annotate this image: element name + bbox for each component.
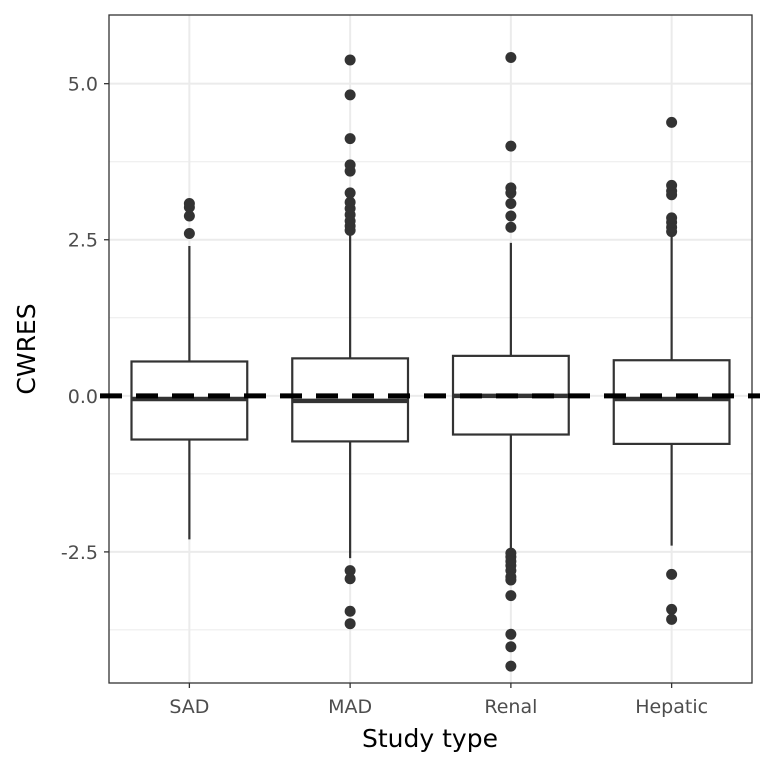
boxplot-group (130, 51, 731, 672)
outlier-point (344, 618, 356, 630)
y-tick-label: -2.5 (61, 542, 98, 564)
plot-panel (109, 15, 752, 683)
outlier-point (666, 603, 678, 615)
outlier-point (344, 196, 356, 208)
x-axis-ticks: SAD MAD Renal Hepatic (169, 683, 708, 718)
x-tick-label: Renal (484, 696, 537, 718)
outlier-point (344, 573, 356, 585)
box-mad (291, 54, 410, 630)
outlier-point (344, 565, 356, 577)
outlier-point (344, 605, 356, 617)
outlier-point (505, 198, 517, 210)
y-tick-label: 5.0 (68, 74, 98, 96)
box-iqr (612, 359, 731, 445)
outlier-point (666, 212, 678, 224)
y-tick-label: 0.0 (68, 386, 98, 408)
outlier-point (183, 210, 195, 222)
outlier-point (505, 590, 517, 602)
outlier-point (505, 210, 517, 222)
y-axis-ticks: -2.5 0.0 2.5 5.0 (61, 74, 109, 564)
outlier-point (344, 159, 356, 171)
outlier-point (505, 221, 517, 233)
plot-panel-border (108, 14, 753, 684)
outlier-point (344, 89, 356, 101)
y-axis-title: CWRES (12, 303, 41, 394)
outlier-point (666, 568, 678, 580)
x-axis-title: Study type (362, 724, 498, 753)
outlier-point (344, 54, 356, 66)
outlier-point (505, 140, 517, 152)
outlier-point (183, 228, 195, 240)
outlier-point (505, 641, 517, 653)
outlier-point (183, 198, 195, 210)
x-tick-label: MAD (328, 696, 372, 718)
x-tick-label: SAD (169, 696, 209, 718)
outlier-point (666, 179, 678, 191)
outlier-point (344, 133, 356, 145)
outlier-point (505, 574, 517, 586)
outlier-point (666, 116, 678, 128)
box-hepatic (612, 116, 731, 625)
outlier-point (505, 182, 517, 194)
plot-panel-background (109, 15, 752, 683)
outlier-point (505, 660, 517, 672)
outlier-point (344, 187, 356, 199)
outlier-point (505, 51, 517, 63)
outlier-point (505, 628, 517, 640)
box-sad (130, 198, 249, 540)
y-tick-label: 2.5 (68, 230, 98, 252)
x-tick-label: Hepatic (635, 696, 708, 718)
plot-panel-border-group (108, 14, 753, 684)
outlier-point (666, 613, 678, 625)
